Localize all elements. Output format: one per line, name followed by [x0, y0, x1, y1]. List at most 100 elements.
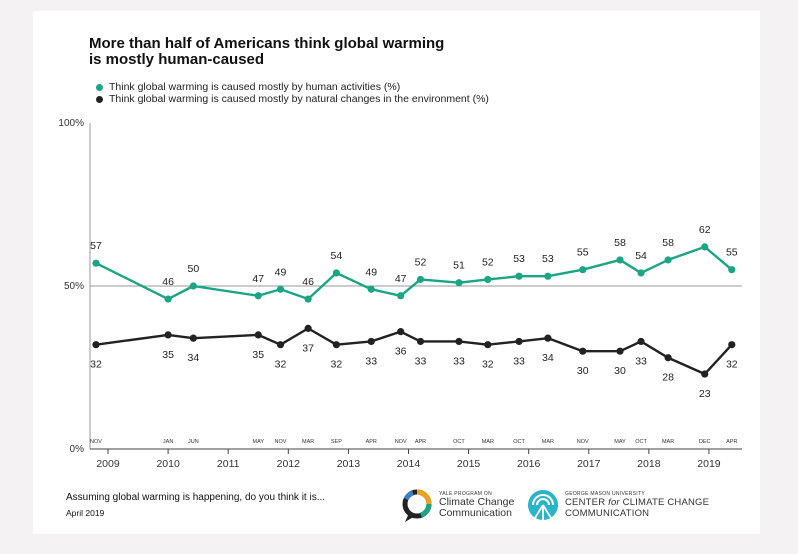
yale-logo-line-2: Communication — [439, 507, 512, 519]
gmu-swirl-icon — [528, 490, 558, 520]
data-point-natural — [92, 341, 100, 349]
data-label-natural: 30 — [577, 365, 589, 377]
data-point-natural — [164, 331, 172, 339]
data-point-natural — [637, 337, 645, 346]
data-point-natural — [455, 337, 463, 346]
data-point-natural — [276, 341, 285, 349]
chart-title: More than half of Americans think global… — [89, 36, 509, 68]
data-label-natural: 34 — [542, 352, 554, 364]
data-point-natural — [254, 331, 262, 339]
year-tick-label: 2010 — [156, 458, 180, 470]
year-tick-label: 2019 — [697, 458, 721, 470]
data-point-natural — [416, 337, 425, 346]
y-tick-label: 0% — [70, 444, 85, 455]
data-label-human: 62 — [699, 224, 711, 236]
year-tick-label: 2012 — [277, 458, 301, 470]
data-point-human — [701, 243, 709, 251]
month-tick-label: MAR — [542, 439, 554, 445]
year-tick-label: 2016 — [517, 458, 541, 470]
data-point-human — [164, 295, 172, 303]
data-point-human — [455, 279, 463, 287]
data-label-natural: 34 — [188, 352, 200, 364]
month-tick-label: MAR — [482, 439, 494, 445]
month-tick-label: OCT — [513, 439, 525, 445]
data-label-human: 52 — [482, 256, 494, 268]
data-label-human: 57 — [90, 240, 102, 252]
data-point-natural — [616, 347, 624, 355]
data-point-human — [544, 272, 552, 280]
data-point-human — [728, 266, 736, 274]
data-label-human: 53 — [542, 253, 554, 265]
month-tick-label: NOV — [90, 439, 102, 445]
year-tick-label: 2015 — [457, 458, 481, 470]
data-point-human — [397, 292, 405, 300]
gmu-logo-small-text: GEORGE MASON UNIVERSITY — [565, 491, 645, 497]
yale-logo-small-text: YALE PROGRAM ON — [439, 491, 493, 497]
data-point-human — [254, 292, 262, 300]
data-point-natural — [189, 334, 197, 342]
month-tick-label: OCT — [635, 439, 647, 445]
year-tick-label: 2011 — [217, 458, 240, 470]
data-label-natural: 32 — [331, 359, 343, 371]
data-label-natural: 33 — [453, 355, 465, 367]
data-point-human — [416, 275, 425, 284]
data-label-human: 47 — [252, 273, 264, 285]
gmu-logo-line-2: COMMUNICATION — [565, 508, 650, 519]
y-tick-label: 50% — [64, 281, 84, 292]
data-label-natural: 23 — [699, 388, 711, 400]
data-point-human — [189, 282, 197, 290]
legend-dot-natural — [96, 95, 103, 103]
month-tick-label: MAR — [302, 439, 314, 445]
month-tick-label: OCT — [453, 439, 465, 445]
legend-dot-human — [96, 83, 103, 91]
data-point-human — [276, 285, 285, 293]
year-tick-label: 2018 — [637, 458, 661, 470]
year-tick-label: 2013 — [337, 458, 361, 470]
data-point-human — [484, 275, 492, 284]
data-label-natural: 36 — [395, 346, 407, 358]
month-tick-label: APR — [415, 439, 426, 445]
month-tick-label: MAY — [253, 439, 265, 445]
data-label-natural: 33 — [513, 355, 525, 367]
year-tick-label: 2017 — [577, 458, 601, 470]
legend-label-human: Think global warming is caused mostly by… — [109, 81, 401, 93]
data-label-human: 54 — [635, 250, 647, 262]
data-point-natural — [304, 324, 312, 332]
data-point-natural — [728, 341, 736, 349]
legend-label-natural: Think global warming is caused mostly by… — [109, 93, 489, 105]
data-label-natural: 32 — [90, 359, 102, 371]
data-point-natural — [484, 341, 492, 349]
data-point-human — [304, 295, 312, 303]
data-label-human: 51 — [453, 260, 465, 272]
data-label-human: 55 — [726, 247, 738, 259]
month-tick-label: APR — [726, 439, 737, 445]
data-label-human: 46 — [302, 276, 314, 288]
data-point-human — [92, 259, 100, 267]
data-label-human: 49 — [365, 266, 377, 278]
data-point-natural — [515, 337, 523, 346]
gmu-logo-line-1-em: for — [608, 497, 620, 508]
survey-date: April 2019 — [66, 508, 105, 518]
month-tick-label: APR — [366, 439, 377, 445]
data-label-human: 50 — [188, 263, 200, 275]
series-line-natural — [95, 327, 733, 376]
gmu-center-logo: GEORGE MASON UNIVERSITY CENTER for CLIMA… — [527, 488, 709, 528]
data-label-human: 47 — [395, 273, 407, 285]
data-label-natural: 28 — [662, 372, 674, 384]
month-tick-label: MAR — [662, 439, 674, 445]
title-line-1: More than half of Americans think global… — [89, 35, 445, 52]
data-point-natural — [397, 328, 405, 336]
month-tick-label: MAY — [614, 439, 626, 445]
year-tick-label: 2009 — [96, 458, 120, 470]
data-label-natural: 33 — [635, 355, 647, 367]
data-point-human — [367, 285, 375, 293]
data-point-natural — [332, 341, 340, 349]
data-label-natural: 35 — [162, 349, 174, 361]
data-label-natural: 32 — [726, 359, 738, 371]
series-line-human — [95, 245, 733, 301]
title-line-2: is mostly human-caused — [89, 51, 265, 68]
month-tick-label: JAN — [163, 439, 173, 445]
legend-item-human: Think global warming is caused mostly by… — [96, 81, 400, 93]
month-tick-label: NOV — [577, 439, 589, 445]
